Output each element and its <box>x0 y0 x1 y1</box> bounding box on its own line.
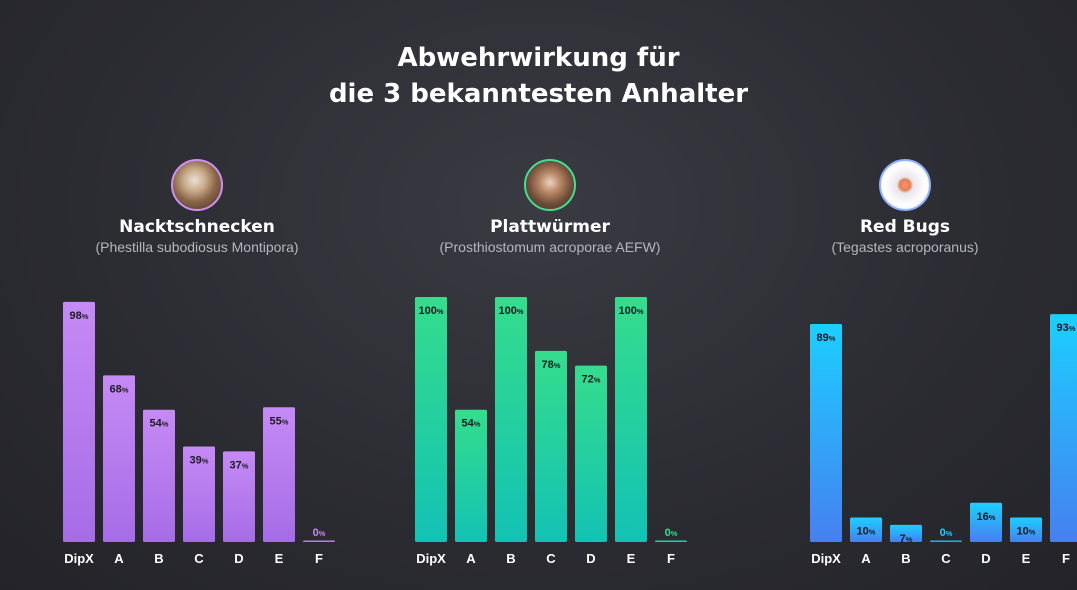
tick-label: D <box>234 551 243 566</box>
title-line-1: Abwehrwirkung für <box>397 43 680 73</box>
data-label: 55% <box>270 415 289 427</box>
tick-label: F <box>315 551 323 566</box>
tick-label: A <box>861 551 871 566</box>
data-label: 39% <box>190 454 209 466</box>
tick-label: E <box>627 551 636 566</box>
data-label: 37% <box>230 459 249 471</box>
tick-label: C <box>941 551 951 566</box>
tick-label: A <box>114 551 124 566</box>
data-label: 68% <box>110 383 129 395</box>
panel-header-plattwuermer: Plattwürmer (Prosthiostomum acroporae AE… <box>380 159 720 255</box>
bar-dipx <box>810 323 842 542</box>
data-label: 72% <box>582 374 601 386</box>
bar-b <box>143 409 175 542</box>
data-label: 100% <box>498 305 523 317</box>
bar-f <box>1050 314 1077 542</box>
panel-title: Red Bugs <box>859 217 951 237</box>
flatworm-photo-icon <box>524 159 576 211</box>
tick-label: F <box>667 551 675 566</box>
bar-a <box>455 409 487 542</box>
data-label: 0% <box>665 527 678 539</box>
tick-label: E <box>275 551 284 566</box>
bar-d <box>223 451 255 542</box>
tick-label: B <box>506 551 515 566</box>
panel-subtitle: (Tegastes acroporanus) <box>831 239 979 255</box>
panel-subtitle: (Phestilla subodiosus Montipora) <box>95 239 299 255</box>
bar-e <box>615 297 647 542</box>
red-bug-photo-icon <box>879 159 931 211</box>
panel-title: Nacktschnecken <box>119 217 275 237</box>
bar-chart-red-bugs: 89% DipX 10% A 7% B 0% C 16% D 10% E 93% F <box>810 314 1077 566</box>
bar-b <box>890 524 922 542</box>
panel-header-red-bugs: Red Bugs (Tegastes acroporanus) <box>735 159 1075 255</box>
data-label: 89% <box>817 332 836 344</box>
data-label: 78% <box>542 359 561 371</box>
tick-label: F <box>1062 551 1070 566</box>
data-label: 100% <box>418 305 443 317</box>
data-label: 98% <box>70 310 89 322</box>
chart-title: Abwehrwirkung für die 3 bekanntesten Anh… <box>0 40 1077 112</box>
panel-title: Plattwürmer <box>490 217 610 237</box>
sea-slug-photo-icon <box>171 159 223 211</box>
bar-f <box>655 540 687 542</box>
bar-e <box>263 407 295 542</box>
bar-chart-plattwuermer: 100% DipX 54% A 100% B 78% C 72% D 100% E 0% F <box>415 297 687 566</box>
data-label: 10% <box>1017 526 1036 538</box>
tick-label: C <box>194 551 204 566</box>
bar-c <box>930 540 962 542</box>
panel-subtitle: (Prosthiostomum acroporae AEFW) <box>439 239 661 255</box>
bar-dipx <box>415 297 447 542</box>
bar-b <box>495 297 527 542</box>
bar-c <box>183 446 215 542</box>
panel-header-nacktschnecken: Nacktschnecken (Phestilla subodiosus Mon… <box>27 159 367 255</box>
title-line-2: die 3 bekanntesten Anhalter <box>328 79 749 109</box>
bar-a <box>850 517 882 542</box>
tick-label: D <box>981 551 990 566</box>
tick-label: C <box>546 551 556 566</box>
bar-c <box>535 350 567 542</box>
tick-label: DipX <box>811 551 841 566</box>
tick-label: E <box>1022 551 1031 566</box>
data-label: 54% <box>150 418 169 430</box>
tick-label: A <box>466 551 476 566</box>
data-label: 0% <box>313 527 326 539</box>
bar-d <box>970 502 1002 542</box>
bar-a <box>103 375 135 542</box>
data-label: 16% <box>977 511 996 523</box>
bar-dipx <box>63 301 95 542</box>
bar-d <box>575 365 607 542</box>
tick-label: D <box>586 551 595 566</box>
data-label: 0% <box>940 527 953 539</box>
tick-label: B <box>154 551 163 566</box>
data-label: 100% <box>618 305 643 317</box>
tick-label: DipX <box>416 551 446 566</box>
data-label: 7% <box>900 533 913 545</box>
data-label: 93% <box>1057 322 1076 334</box>
bar-e <box>1010 517 1042 542</box>
bar-chart-nacktschnecken: 98% DipX 68% A 54% B 39% C 37% D 55% E 0% F <box>63 301 335 566</box>
tick-label: DipX <box>64 551 94 566</box>
data-label: 54% <box>462 418 481 430</box>
data-label: 10% <box>857 526 876 538</box>
bar-f <box>303 540 335 542</box>
tick-label: B <box>901 551 910 566</box>
